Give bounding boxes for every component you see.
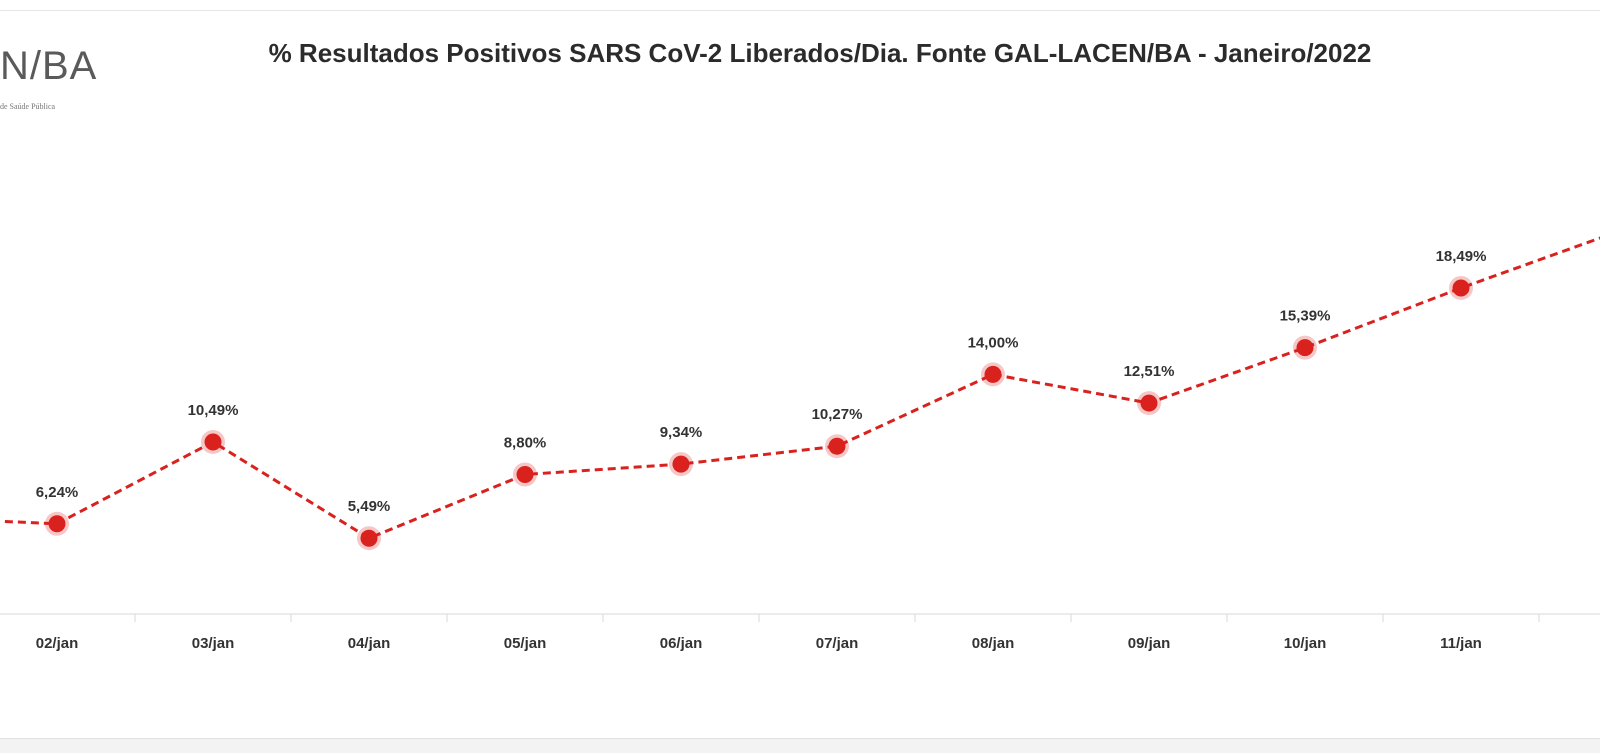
data-point <box>1452 279 1470 297</box>
data-label: 12,51% <box>1124 363 1175 380</box>
x-tick-label: 02/jan <box>36 635 79 652</box>
data-label: 8,80% <box>504 435 547 452</box>
series-line-path <box>0 236 1600 540</box>
x-tick-label: 07/jan <box>816 635 859 652</box>
logo-subtitle: de Saúde Pública <box>0 102 56 111</box>
data-label: 14,00% <box>968 334 1019 351</box>
data-label: 6,24% <box>36 484 79 501</box>
data-labels: 6,24% 10,49% 5,49% 8,80% 9,34% 10,27% 14,00% 12… <box>36 248 1487 515</box>
data-point <box>672 455 690 473</box>
data-label: 5,49% <box>348 498 391 515</box>
data-point <box>984 365 1002 383</box>
x-tick-label: 05/jan <box>504 635 547 652</box>
bottom-divider <box>0 738 1600 753</box>
data-label: 18,49% <box>1436 248 1487 265</box>
data-point <box>204 433 222 451</box>
x-tick-label: 10/jan <box>1284 635 1327 652</box>
x-tick-label: 09/jan <box>1128 635 1171 652</box>
data-label: 10,27% <box>812 406 863 423</box>
data-point <box>360 529 378 547</box>
data-point <box>1296 339 1314 357</box>
series-line <box>0 236 1600 540</box>
x-tick-label: 11/jan <box>1440 635 1482 652</box>
x-tick-label: 08/jan <box>972 635 1015 652</box>
x-tick-label: 06/jan <box>660 635 703 652</box>
x-tick-label: 04/jan <box>348 635 391 652</box>
data-label: 9,34% <box>660 424 703 441</box>
x-tick-label: 03/jan <box>192 635 235 652</box>
lacen-logo: N/BA de Saúde Pública <box>0 44 96 124</box>
data-point <box>516 466 534 483</box>
data-points <box>45 275 1473 551</box>
x-axis <box>0 613 1600 622</box>
data-point <box>1140 394 1158 412</box>
x-tick-labels: 02/jan 03/jan 04/jan 05/jan 06/jan 07/jan 08/j… <box>36 635 1482 652</box>
data-point <box>48 515 66 533</box>
chart-title: % Resultados Positivos SARS CoV-2 Libera… <box>268 38 1372 68</box>
data-label: 10,49% <box>188 402 239 419</box>
data-label: 15,39% <box>1280 308 1331 325</box>
data-point <box>828 437 846 455</box>
logo-mark: N/BA <box>0 44 98 88</box>
top-divider <box>0 10 1600 11</box>
